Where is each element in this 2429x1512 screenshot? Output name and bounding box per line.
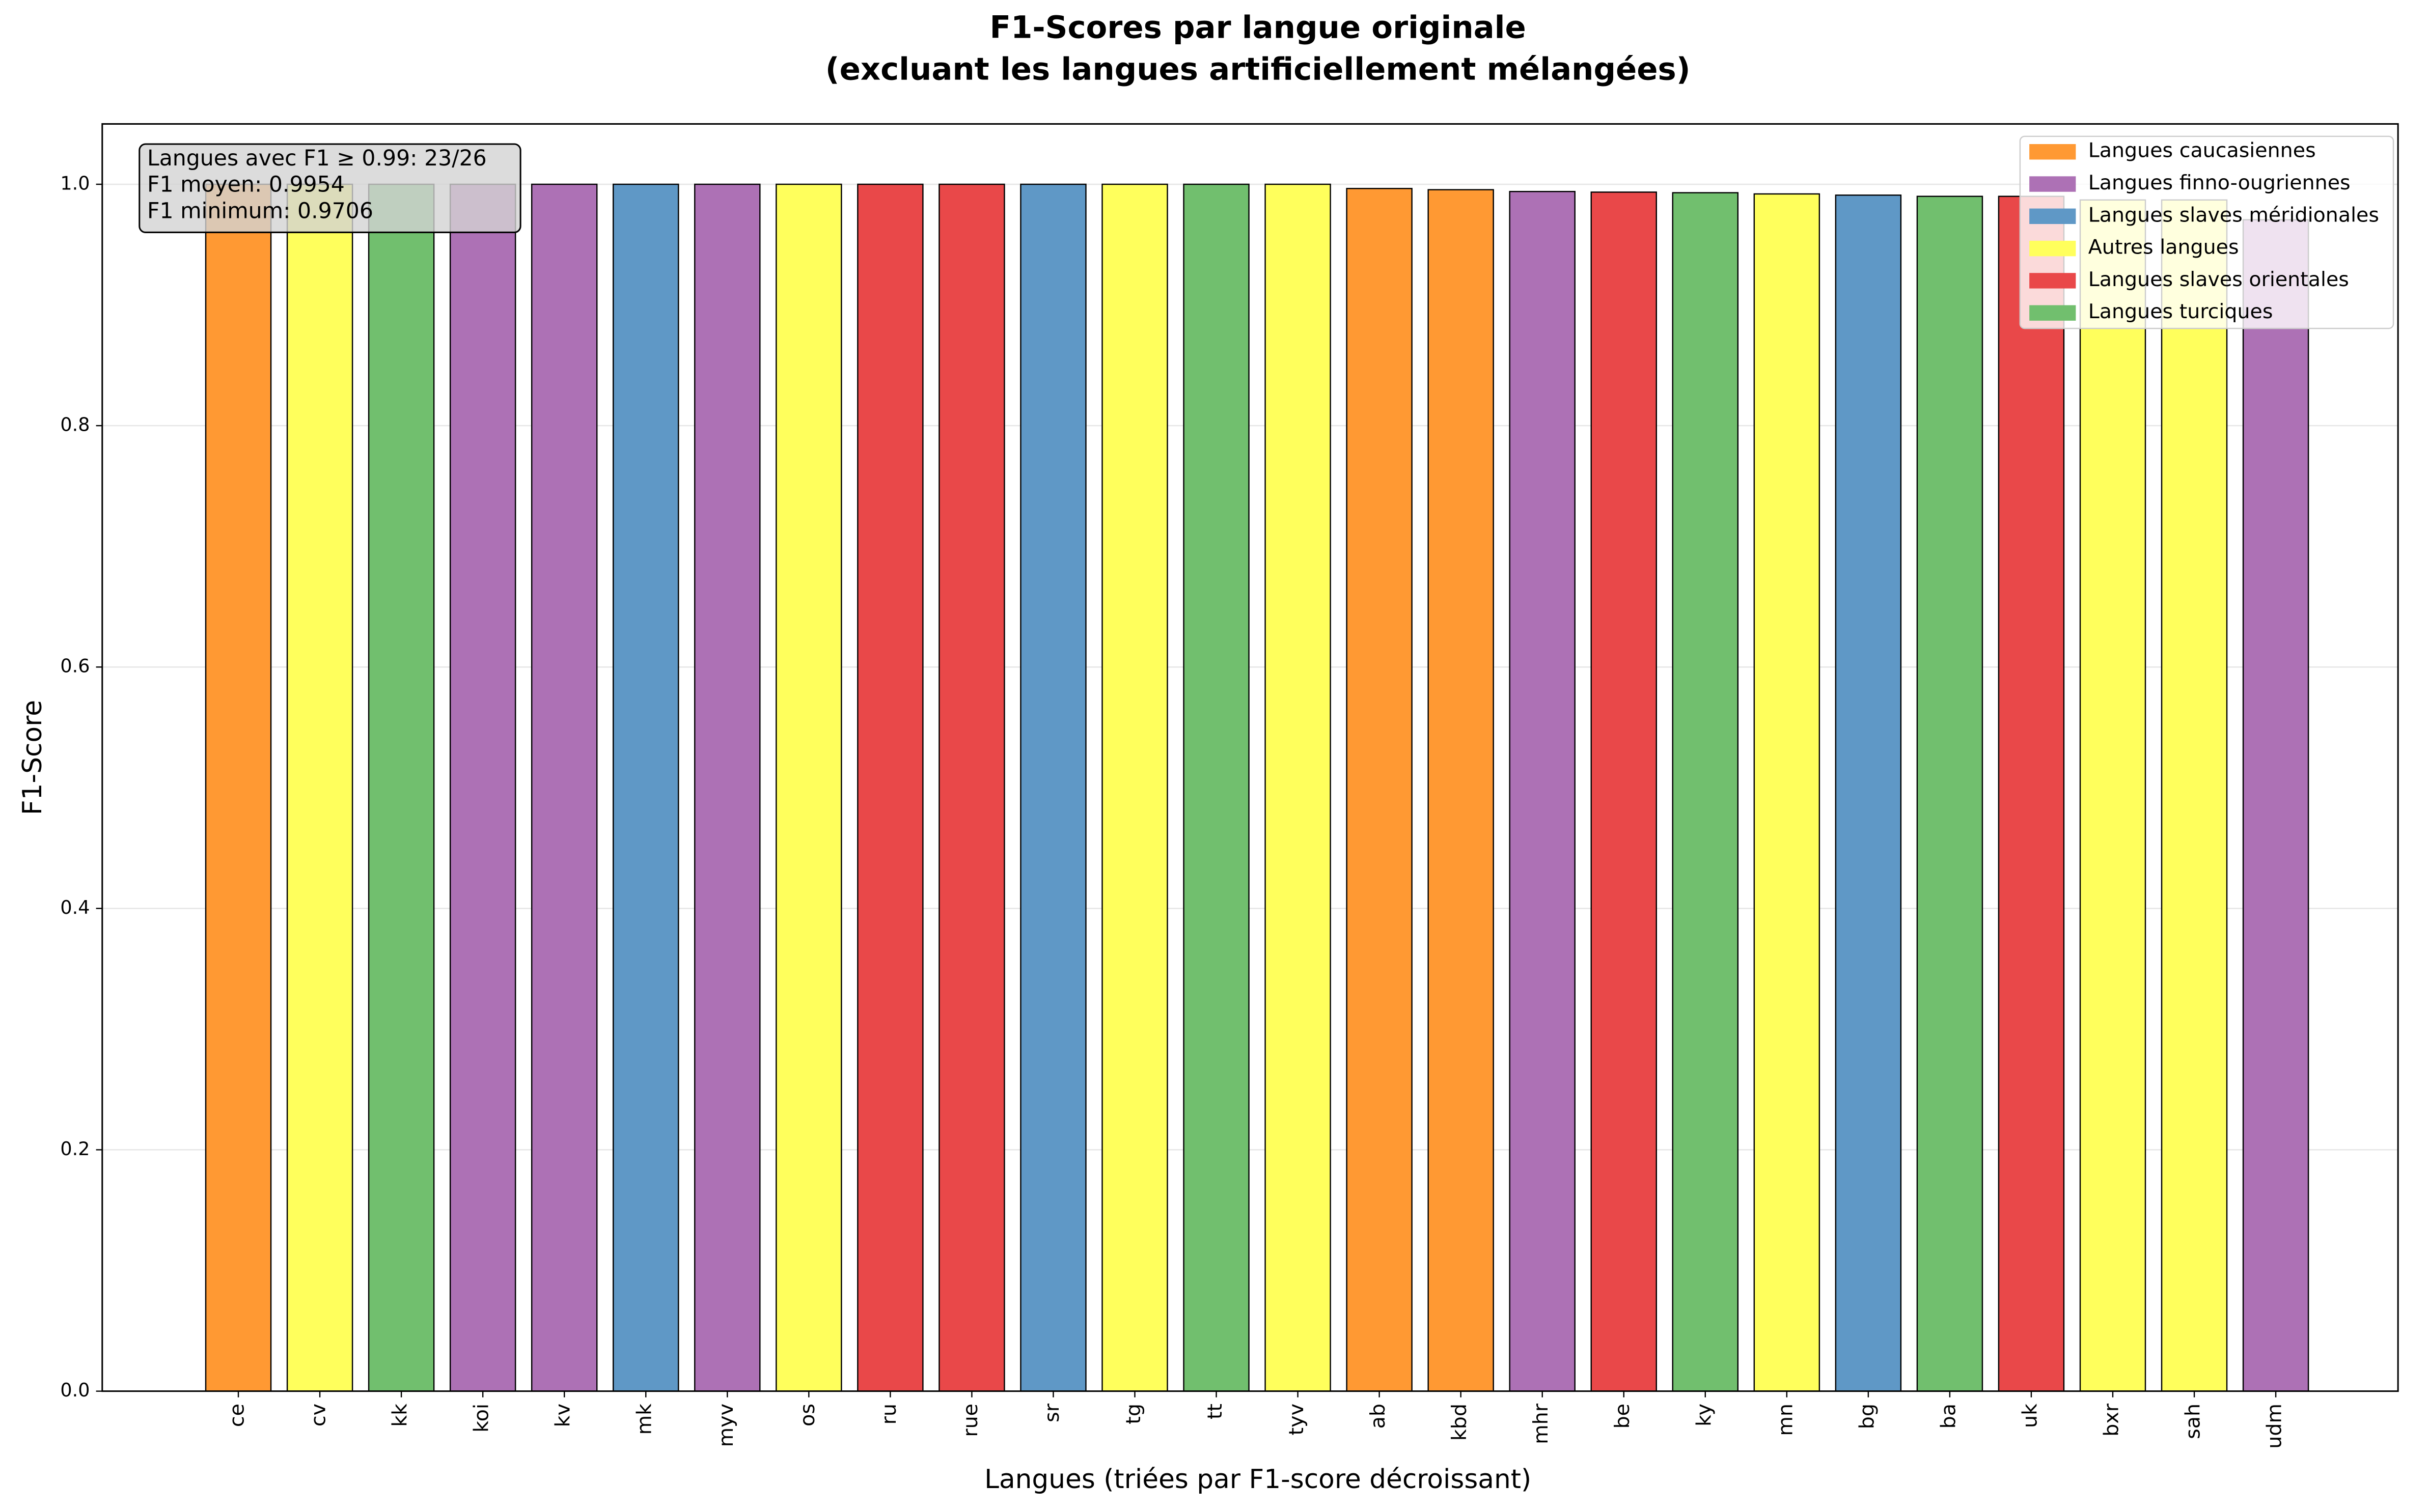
x-tick-label: ky [1692,1404,1716,1426]
bar [857,183,924,1392]
bar [1101,183,1168,1392]
x-tick-label: bg [1855,1404,1879,1429]
y-axis-label: F1-Score [17,700,48,815]
x-tick-label: tyv [1285,1404,1308,1435]
x-tick-label: cv [307,1404,330,1426]
bar [1183,183,1250,1392]
bar [1835,194,1902,1392]
y-tick-label: 1.0 [60,172,90,194]
bar [2242,219,2309,1392]
bar [1346,188,1413,1392]
legend-box [2019,135,2394,329]
y-tick-label: 0.0 [60,1379,90,1401]
bar [1916,195,1983,1392]
bar [613,183,679,1392]
x-tick-label: mk [633,1404,656,1435]
legend-swatch [2029,305,2076,321]
axes-frame [101,123,2399,1392]
bar [1590,191,1657,1392]
y-tick-label: 0.2 [60,1138,90,1160]
x-tick-label: rue [959,1404,982,1437]
x-tick-label: ba [1937,1404,1960,1429]
annotation-box [139,143,521,233]
x-axis-label: Langues (triées par F1-score décroissant… [984,1464,1531,1495]
x-tick-label: tt [1203,1404,1227,1419]
bar [2161,199,2228,1392]
bar [1998,195,2065,1392]
x-tick-label: sah [2182,1404,2205,1439]
bar [694,183,761,1392]
x-tick-label: kbd [1448,1404,1471,1441]
legend-label: Langues slaves orientales [2088,268,2349,291]
annotation-text: F1 minimum: 0.9706 [147,198,373,223]
legend-swatch [2029,273,2076,289]
bar [1427,189,1494,1392]
x-tick-label: ab [1366,1404,1390,1429]
annotation-text: Langues avec F1 ≥ 0.99: 23/26 [147,146,487,171]
x-tick-label: be [1611,1404,1634,1429]
legend-label: Langues turciques [2088,300,2273,323]
x-tick-label: mhr [1529,1403,1553,1444]
bar [205,183,272,1392]
legend-swatch [2029,240,2076,257]
x-tick-label: sr [1040,1403,1064,1422]
x-tick-label: os [796,1404,819,1426]
x-tick-label: bxr [2100,1403,2123,1437]
x-tick-label: kv [551,1404,575,1427]
bar [1753,193,1820,1392]
chart-subtitle: (excluant les langues artificiellement m… [825,52,1691,88]
x-tick-label: koi [470,1404,493,1433]
bar [939,183,1005,1392]
legend-swatch [2029,208,2076,225]
x-tick-label: ru [877,1404,901,1424]
x-tick-label: mn [1774,1404,1797,1436]
legend-label: Langues caucasiennes [2088,139,2316,162]
x-tick-label: uk [2018,1404,2041,1428]
legend-swatch [2029,144,2076,160]
annotation-text: F1 moyen: 0.9954 [147,172,345,198]
legend-label: Langues finno-ougriennes [2088,171,2351,194]
bar [2079,199,2146,1392]
bar [531,183,598,1392]
bar [1509,190,1576,1392]
y-tick-label: 0.6 [60,655,90,677]
bar [1264,183,1331,1392]
bar [776,183,842,1392]
x-tick-label: udm [2263,1404,2286,1449]
bar [449,183,516,1392]
y-tick-label: 0.8 [60,414,90,436]
legend-swatch [2029,176,2076,192]
x-tick-label: myv [714,1404,738,1447]
legend-label: Langues slaves méridionales [2088,203,2379,227]
bar [286,183,353,1392]
bar [1020,183,1087,1392]
legend-label: Autres langues [2088,236,2239,259]
bar [368,183,435,1392]
x-tick-label: kk [389,1404,412,1427]
x-tick-label: tg [1122,1404,1145,1424]
chart-title: F1-Scores par langue originale [990,10,1526,45]
x-tick-label: ce [226,1404,249,1427]
bar [1672,192,1739,1392]
y-tick-label: 0.4 [60,897,90,918]
